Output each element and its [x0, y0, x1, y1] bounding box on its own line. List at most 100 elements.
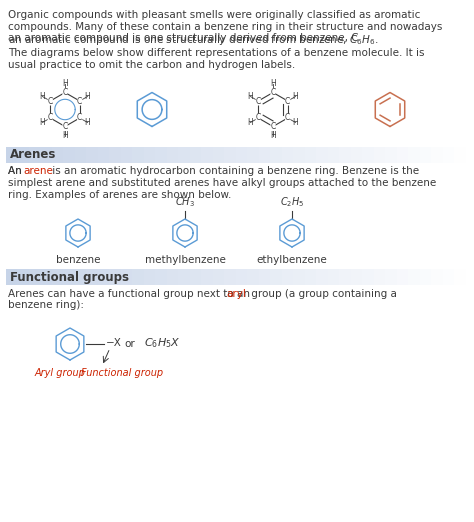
Text: H: H: [292, 92, 299, 101]
Bar: [86, 269, 99, 285]
Bar: [293, 147, 306, 162]
Bar: [144, 147, 156, 162]
Text: Functional group: Functional group: [81, 368, 163, 378]
Bar: [351, 147, 363, 162]
Text: an aromatic compound is one structurally derived from benzene, C: an aromatic compound is one structurally…: [8, 33, 359, 43]
Text: C: C: [255, 113, 261, 123]
Bar: [75, 147, 87, 162]
Bar: [190, 269, 202, 285]
Bar: [121, 147, 133, 162]
Bar: [385, 269, 398, 285]
Text: An: An: [8, 167, 25, 176]
Text: H: H: [247, 118, 254, 127]
Bar: [40, 147, 53, 162]
Text: C: C: [270, 88, 275, 97]
Text: H: H: [62, 131, 68, 140]
Bar: [133, 269, 145, 285]
Bar: [374, 269, 386, 285]
Text: aryl: aryl: [226, 289, 246, 299]
Bar: [305, 147, 317, 162]
Text: $C_2H_5$: $C_2H_5$: [280, 195, 304, 209]
Bar: [351, 269, 363, 285]
Text: C: C: [63, 122, 68, 131]
Text: Functional groups: Functional groups: [10, 270, 129, 283]
Bar: [317, 147, 328, 162]
Bar: [431, 269, 444, 285]
Bar: [75, 269, 87, 285]
Bar: [18, 147, 29, 162]
Bar: [339, 147, 352, 162]
Bar: [397, 147, 409, 162]
Bar: [109, 147, 121, 162]
Text: Arenes: Arenes: [10, 148, 56, 161]
Text: ethylbenzene: ethylbenzene: [256, 255, 328, 265]
Bar: [247, 147, 259, 162]
Text: H: H: [85, 118, 91, 127]
Bar: [6, 269, 18, 285]
Text: C: C: [48, 113, 53, 123]
Bar: [29, 147, 41, 162]
Text: methylbenzene: methylbenzene: [145, 255, 226, 265]
Text: C: C: [77, 97, 82, 105]
Text: H: H: [85, 92, 91, 101]
Text: an aromatic compound is one structurally derived from benzene, $C_6H_6$.: an aromatic compound is one structurally…: [8, 33, 379, 47]
Bar: [397, 269, 409, 285]
Text: H: H: [270, 131, 276, 140]
Bar: [259, 269, 271, 285]
Bar: [225, 269, 237, 285]
Text: H: H: [40, 118, 46, 127]
Bar: [52, 269, 64, 285]
Bar: [64, 269, 75, 285]
Text: Organic compounds with pleasant smells were originally classified as aromatic: Organic compounds with pleasant smells w…: [8, 10, 420, 20]
Text: C: C: [63, 88, 68, 97]
Text: H: H: [40, 92, 46, 101]
Bar: [179, 269, 191, 285]
Text: Aryl group: Aryl group: [35, 368, 85, 378]
Bar: [271, 269, 283, 285]
Bar: [328, 147, 340, 162]
Bar: [293, 269, 306, 285]
Bar: [6, 147, 18, 162]
Text: H: H: [62, 79, 68, 88]
Bar: [317, 269, 328, 285]
Bar: [167, 269, 179, 285]
Bar: [86, 147, 99, 162]
Bar: [201, 269, 213, 285]
Bar: [363, 269, 374, 285]
Text: H: H: [270, 79, 276, 88]
Text: $C_6H_5X$: $C_6H_5X$: [144, 336, 181, 350]
Bar: [443, 269, 455, 285]
Bar: [385, 147, 398, 162]
Text: H: H: [247, 92, 254, 101]
Text: C: C: [255, 97, 261, 105]
Text: group (a group containing a: group (a group containing a: [248, 289, 397, 299]
Bar: [109, 269, 121, 285]
Bar: [455, 269, 466, 285]
Text: An: An: [8, 167, 25, 176]
Bar: [98, 147, 110, 162]
Bar: [213, 269, 225, 285]
Bar: [455, 147, 466, 162]
Text: simplest arene and substituted arenes have alkyl groups attached to the benzene: simplest arene and substituted arenes ha…: [8, 178, 436, 188]
Bar: [409, 147, 420, 162]
Bar: [236, 147, 248, 162]
Bar: [179, 147, 191, 162]
Bar: [29, 269, 41, 285]
Bar: [201, 147, 213, 162]
Bar: [190, 147, 202, 162]
Text: or: or: [124, 339, 135, 349]
Text: benzene ring):: benzene ring):: [8, 301, 84, 311]
Text: C: C: [48, 97, 53, 105]
Text: C: C: [270, 122, 275, 131]
Bar: [133, 147, 145, 162]
Bar: [52, 147, 64, 162]
Bar: [236, 269, 248, 285]
Text: The diagrams below show different representations of a benzene molecule. It is: The diagrams below show different repres…: [8, 49, 425, 58]
Bar: [247, 269, 259, 285]
Text: Arenes can have a functional group next to an: Arenes can have a functional group next …: [8, 289, 253, 299]
Bar: [282, 269, 294, 285]
Text: arene: arene: [23, 167, 53, 176]
Text: C: C: [285, 97, 291, 105]
Bar: [305, 269, 317, 285]
Text: benzene: benzene: [56, 255, 100, 265]
